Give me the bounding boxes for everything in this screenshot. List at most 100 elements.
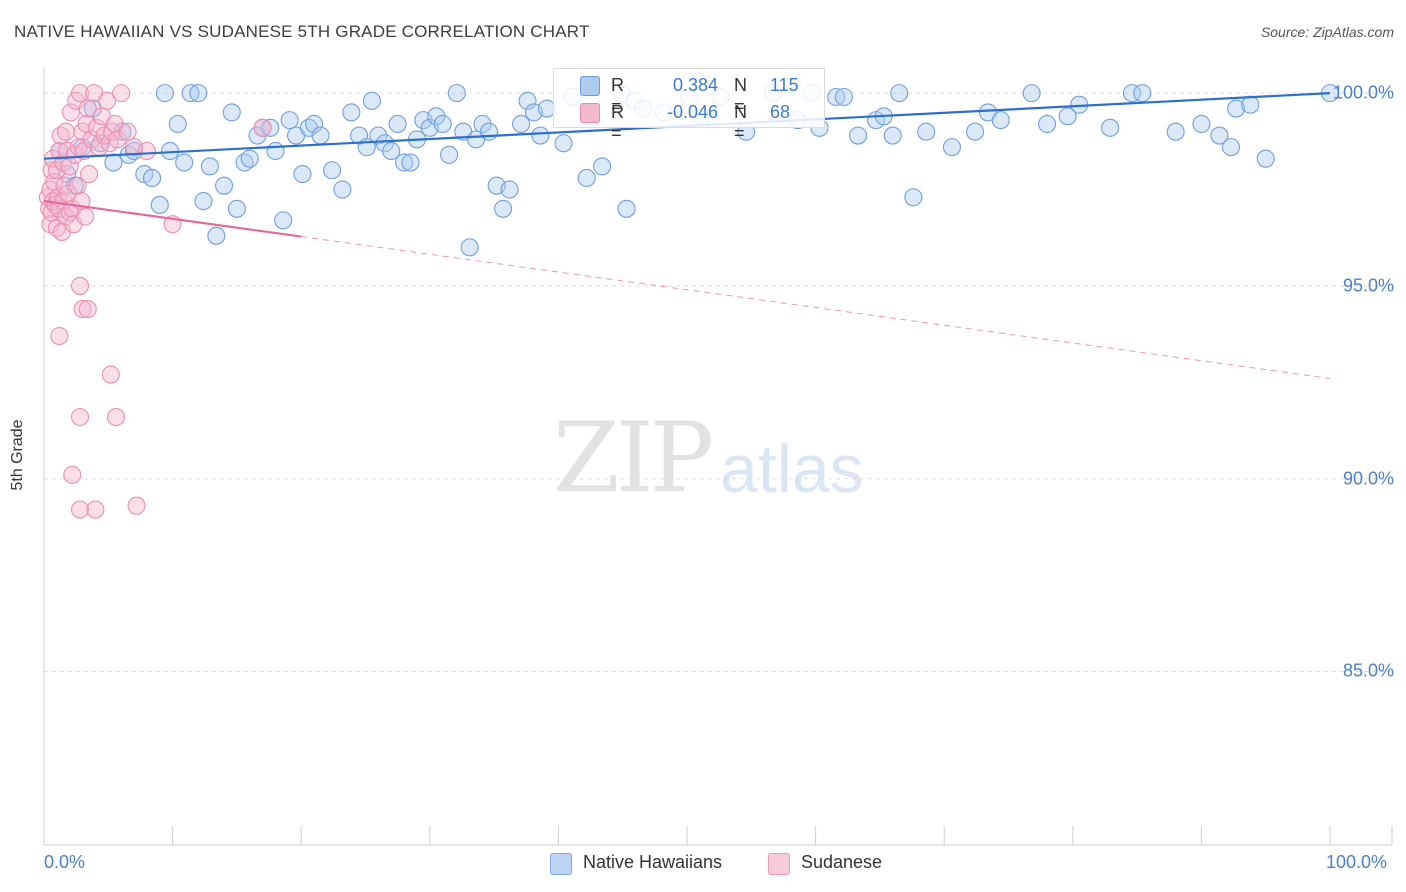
point-native-hawaiians xyxy=(194,192,213,211)
point-native-hawaiians xyxy=(1101,118,1120,137)
point-native-hawaiians xyxy=(274,211,293,230)
point-sudanese xyxy=(101,365,120,384)
point-native-hawaiians xyxy=(1166,122,1185,141)
point-sudanese xyxy=(97,91,117,110)
point-native-hawaiians xyxy=(1221,138,1241,157)
point-native-hawaiians xyxy=(175,153,194,172)
point-native-hawaiians xyxy=(991,111,1010,130)
legend-swatch-pink xyxy=(580,103,600,123)
point-native-hawaiians xyxy=(827,87,846,107)
point-native-hawaiians xyxy=(214,176,234,195)
point-native-hawaiians xyxy=(104,153,123,172)
legend-n-value: 68 xyxy=(770,102,791,122)
gridlines xyxy=(44,92,1392,672)
point-sudanese xyxy=(78,300,97,319)
series-legend: Native Hawaiians Sudanese xyxy=(0,852,1406,878)
point-native-hawaiians xyxy=(447,84,466,103)
point-native-hawaiians xyxy=(917,122,936,141)
point-native-hawaiians xyxy=(181,84,200,103)
point-sudanese xyxy=(79,165,99,184)
legend-r-label: R = xyxy=(611,102,624,143)
point-native-hawaiians xyxy=(323,161,342,180)
trend-lines xyxy=(43,92,1331,379)
point-sudanese xyxy=(70,500,90,519)
legend-label: Native Hawaiians xyxy=(583,852,723,872)
point-sudanese xyxy=(127,496,146,515)
legend-n-label: N = xyxy=(734,102,747,143)
point-native-hawaiians xyxy=(617,199,636,218)
point-native-hawaiians xyxy=(207,226,226,245)
point-native-hawaiians xyxy=(293,165,312,184)
point-native-hawaiians xyxy=(883,126,902,145)
point-native-hawaiians xyxy=(1256,149,1275,168)
point-native-hawaiians xyxy=(440,145,459,164)
point-sudanese xyxy=(56,122,75,141)
point-native-hawaiians xyxy=(1058,107,1077,126)
point-native-hawaiians xyxy=(500,180,519,199)
series-sudanese xyxy=(38,84,272,519)
point-native-hawaiians xyxy=(1133,84,1152,103)
point-sudanese xyxy=(76,207,95,226)
point-native-hawaiians xyxy=(261,118,280,137)
point-sudanese xyxy=(112,84,131,103)
legend-r-value: 0.384 xyxy=(672,75,718,95)
point-native-hawaiians xyxy=(890,84,909,103)
point-sudanese xyxy=(70,84,90,103)
point-native-hawaiians xyxy=(222,103,241,122)
point-sudanese xyxy=(86,500,105,519)
legend-swatch-blue xyxy=(580,76,600,96)
legend-n-value: 115 xyxy=(770,75,799,95)
point-sudanese xyxy=(68,176,87,195)
point-native-hawaiians xyxy=(240,149,259,168)
point-native-hawaiians xyxy=(512,114,531,134)
point-sudanese xyxy=(78,99,97,118)
point-native-hawaiians xyxy=(460,238,479,257)
watermark-zip: ZIP xyxy=(553,402,714,514)
point-native-hawaiians xyxy=(311,126,330,145)
point-native-hawaiians xyxy=(150,195,169,215)
point-sudanese xyxy=(45,172,64,191)
point-native-hawaiians xyxy=(168,114,187,134)
point-native-hawaiians xyxy=(1210,126,1229,145)
point-native-hawaiians xyxy=(834,87,853,107)
point-native-hawaiians xyxy=(518,91,537,110)
x-tick-max: 100.0% xyxy=(1326,852,1388,872)
point-native-hawaiians xyxy=(1192,114,1211,134)
point-sudanese xyxy=(70,407,90,427)
point-sudanese xyxy=(137,141,156,161)
point-native-hawaiians xyxy=(362,91,381,110)
point-native-hawaiians xyxy=(1227,99,1246,118)
point-native-hawaiians xyxy=(395,153,414,172)
point-native-hawaiians xyxy=(1038,114,1057,134)
point-native-hawaiians xyxy=(401,153,420,172)
point-native-hawaiians xyxy=(494,199,513,218)
y-tick-label: 85.0% xyxy=(1342,660,1394,681)
point-sudanese xyxy=(108,130,127,149)
correlation-legend: R = 0.384 N = 115 R = -0.046 N = 68 xyxy=(553,68,825,143)
point-native-hawaiians xyxy=(531,126,550,145)
point-native-hawaiians xyxy=(479,122,499,141)
point-native-hawaiians xyxy=(904,188,923,207)
point-native-hawaiians xyxy=(593,157,612,176)
point-native-hawaiians xyxy=(342,103,361,122)
legend-r-value: -0.046 xyxy=(666,102,718,122)
point-native-hawaiians xyxy=(554,134,573,153)
point-sudanese xyxy=(106,407,126,427)
y-tick-label: 100.0% xyxy=(1332,82,1394,103)
point-native-hawaiians xyxy=(577,168,596,188)
point-sudanese xyxy=(63,465,82,484)
point-sudanese xyxy=(87,118,106,137)
point-native-hawaiians xyxy=(305,114,324,134)
point-native-hawaiians xyxy=(280,111,299,130)
y-tick-label: 95.0% xyxy=(1342,275,1394,296)
trend-line-sudanese-extension xyxy=(301,236,1331,379)
point-native-hawaiians xyxy=(433,114,452,134)
legend-n-label: N = xyxy=(734,75,747,116)
point-native-hawaiians xyxy=(1241,95,1260,114)
point-native-hawaiians xyxy=(1122,84,1142,103)
legend-swatch-pink xyxy=(768,853,790,875)
point-native-hawaiians xyxy=(382,141,401,161)
chart-title: NATIVE HAWAIIAN VS SUDANESE 5TH GRADE CO… xyxy=(14,22,590,41)
point-sudanese xyxy=(70,276,90,295)
